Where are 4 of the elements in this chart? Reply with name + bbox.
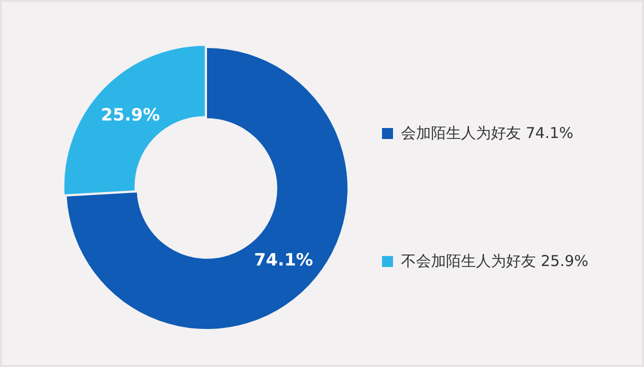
data-label: 74.1% <box>254 250 314 270</box>
data-label: 25.9% <box>100 106 160 126</box>
legend-label: 不会加陌生人为好友 25.9% <box>401 252 588 271</box>
legend-label: 会加陌生人为好友 74.1% <box>401 124 574 143</box>
